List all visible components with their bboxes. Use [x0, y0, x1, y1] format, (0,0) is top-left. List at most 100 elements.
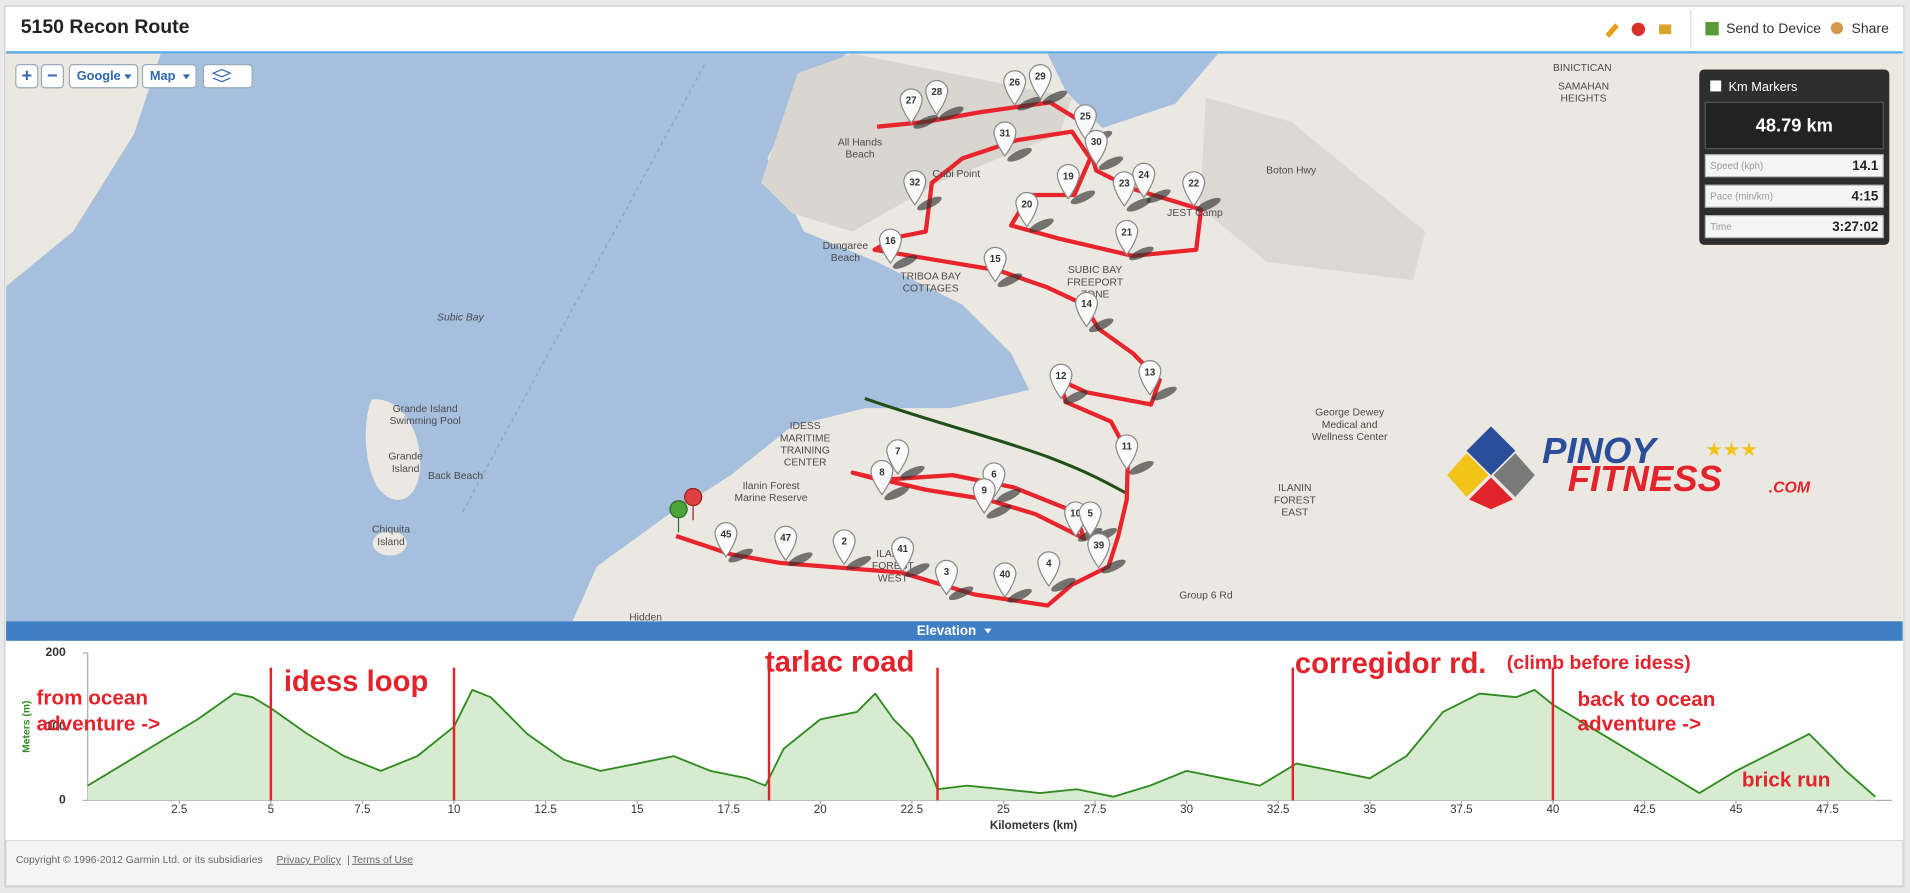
km-pin[interactable]: [886, 439, 910, 475]
device-icon[interactable]: [1705, 21, 1719, 36]
annotation: idess loop: [284, 666, 428, 698]
place-label: EAST: [1281, 508, 1309, 519]
place-label: HEIGHTS: [1561, 93, 1607, 104]
stat-value: 4:15: [1852, 188, 1879, 203]
km-pin[interactable]: [899, 88, 923, 125]
pin-shadow: [1129, 460, 1154, 475]
pin-shadow: [904, 563, 930, 577]
pin-shadow: [1088, 318, 1114, 333]
km-pin-label: 40: [1000, 570, 1011, 581]
km-markers-toggle[interactable]: Km Markers: [1729, 79, 1798, 94]
place-label: MARITIME: [780, 433, 831, 444]
pin-shadow: [1042, 90, 1068, 105]
stats-panel: Km Markers 48.79 km Speed (kph) 14.1 Pace …: [1699, 69, 1890, 245]
map-control-label[interactable]: Map: [150, 68, 176, 83]
km-pin[interactable]: [1015, 191, 1039, 228]
km-pin[interactable]: [1078, 501, 1102, 538]
km-pin[interactable]: [1112, 171, 1136, 207]
km-pin-label: 9: [982, 486, 988, 497]
km-pin-label: 11: [1122, 442, 1133, 453]
km-pin[interactable]: [993, 562, 1017, 598]
pin-shadow: [948, 586, 974, 601]
km-pin[interactable]: [774, 525, 798, 562]
start-pin[interactable]: [669, 500, 688, 533]
pin-shadow: [846, 555, 872, 570]
km-pin[interactable]: [870, 459, 894, 496]
checkbox[interactable]: [1710, 80, 1722, 92]
km-pin[interactable]: [903, 170, 927, 206]
elevation-title[interactable]: Elevation: [917, 623, 976, 638]
km-pin[interactable]: [714, 522, 738, 558]
annotation: from ocean: [37, 687, 149, 710]
map-control[interactable]: [15, 64, 39, 89]
pin-shadow: [1146, 189, 1171, 204]
y-tick-label: 0: [59, 793, 66, 807]
end-pin[interactable]: [684, 487, 703, 521]
annotation: tarlac road: [765, 647, 914, 679]
km-pin-label: 21: [1121, 227, 1132, 238]
km-pin[interactable]: [1115, 220, 1139, 256]
km-pin[interactable]: [1003, 70, 1027, 106]
place-label: Wellness Center: [1312, 432, 1388, 443]
pin-shadow: [788, 552, 813, 567]
terms-link[interactable]: Terms of Use: [352, 855, 413, 866]
km-pin[interactable]: [925, 79, 949, 116]
map-control-label[interactable]: +: [21, 65, 32, 86]
elevation-bar[interactable]: [6, 621, 1903, 641]
place-label: FOREST: [1274, 495, 1317, 506]
km-pin[interactable]: [1138, 360, 1162, 396]
km-pin-label: 14: [1081, 299, 1092, 310]
send-to-device[interactable]: Send to Device: [1726, 20, 1821, 36]
km-pin[interactable]: [993, 121, 1017, 158]
km-pin[interactable]: [1028, 64, 1052, 100]
stat-row: [1704, 184, 1884, 208]
x-tick-label: 32.5: [1267, 804, 1290, 816]
km-pin[interactable]: [1182, 171, 1206, 207]
edit-icon[interactable]: [1605, 23, 1619, 38]
pin-shadow: [939, 106, 964, 121]
map-control[interactable]: [141, 64, 197, 89]
km-pin[interactable]: [1084, 129, 1108, 166]
km-pin[interactable]: [1073, 104, 1097, 140]
km-pin-label: 27: [906, 96, 917, 107]
y-tick-label: 200: [45, 645, 66, 659]
km-pin[interactable]: [1115, 434, 1139, 471]
layers-control[interactable]: [202, 64, 253, 89]
map-control-label[interactable]: −: [47, 65, 58, 86]
pin-shadow: [1196, 197, 1221, 212]
delete-icon[interactable]: [1631, 22, 1646, 36]
place-label: ILANIN: [1278, 483, 1311, 494]
map-control[interactable]: [40, 64, 64, 89]
km-pin[interactable]: [1132, 162, 1156, 199]
map-control[interactable]: [68, 64, 139, 89]
share-icon[interactable]: [1830, 21, 1844, 35]
place-label: Beach: [831, 253, 861, 264]
x-tick-label: 15: [631, 804, 644, 816]
km-pin[interactable]: [1056, 163, 1080, 200]
km-pin[interactable]: [891, 536, 915, 573]
km-pin[interactable]: [1087, 533, 1111, 569]
privacy-link[interactable]: Privacy Policy: [277, 855, 342, 866]
share[interactable]: Share: [1852, 20, 1890, 36]
km-pin[interactable]: [832, 529, 856, 566]
km-pin[interactable]: [1049, 363, 1073, 400]
km-pin[interactable]: [878, 228, 903, 265]
annotation: brick run: [1742, 768, 1831, 791]
stat-label: Speed (kph): [1710, 161, 1763, 172]
island: [372, 531, 407, 556]
map-control-label[interactable]: Google: [77, 68, 121, 83]
header-rule: [6, 51, 1903, 54]
km-pin[interactable]: [1074, 291, 1099, 328]
pin-shadow: [1126, 197, 1152, 212]
pin-shadow: [997, 273, 1023, 288]
place-label: Medical and: [1322, 420, 1378, 431]
lock-icon[interactable]: [1659, 24, 1672, 35]
place-label: SAMAHAN: [1558, 81, 1609, 92]
km-pin-label: 45: [721, 529, 732, 540]
km-pin[interactable]: [972, 478, 996, 514]
km-pin[interactable]: [983, 246, 1007, 283]
km-pin[interactable]: [1037, 551, 1061, 588]
pin-shadow: [1129, 246, 1154, 261]
km-pin[interactable]: [934, 559, 959, 596]
pin-shadow: [986, 504, 1012, 519]
